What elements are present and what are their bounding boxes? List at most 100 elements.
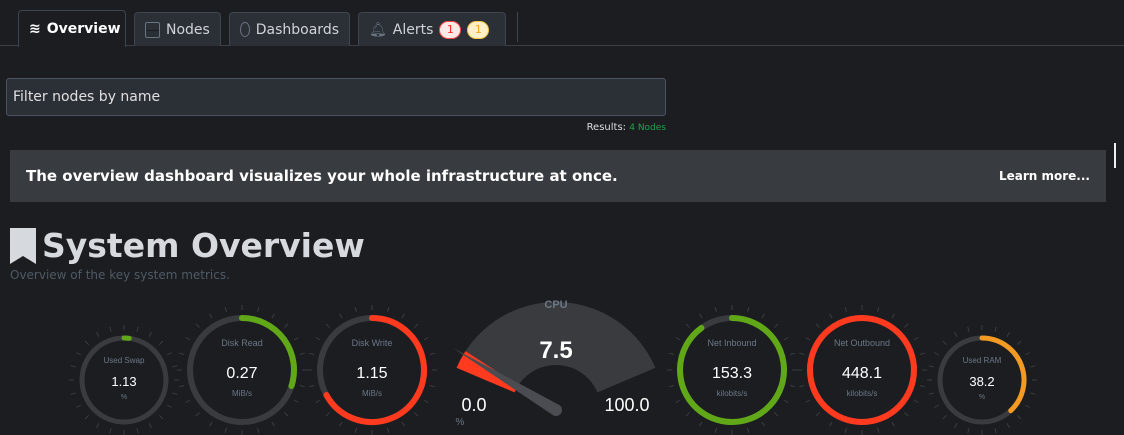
filter-nodes-input[interactable]: [6, 78, 666, 116]
gauge-used-swap: Used Swap 1.13%: [69, 325, 179, 435]
gauge-tick: [799, 352, 805, 355]
gauge-tick: [136, 428, 139, 434]
gauge-tick: [315, 399, 321, 403]
gauge-tick: [669, 352, 675, 355]
gauge-tick: [354, 427, 357, 433]
cpu-max: 100.0: [604, 395, 649, 415]
gauge-tick: [967, 326, 970, 332]
gauge-tick: [271, 313, 275, 319]
gauge-value: 448.1: [842, 365, 882, 382]
gauge-tick: [994, 326, 997, 332]
gauge-tick: [994, 428, 997, 434]
gauge-disk-read: Disk Read 0.27 MiB/s: [177, 305, 307, 435]
gauge-tick: [685, 323, 690, 328]
gauge-tick: [891, 313, 895, 319]
gauge-tick: [1025, 352, 1030, 356]
gauge-used-ram: Used RAM 38.2%: [927, 325, 1037, 435]
gauge-tick: [942, 340, 947, 345]
gauge-tick: [1006, 332, 1010, 337]
gauge-tick: [179, 385, 185, 388]
gauge-tick: [815, 412, 820, 417]
gauge-tick: [159, 340, 164, 345]
gauge-tick: [167, 404, 172, 408]
gauge-fill: [323, 315, 427, 425]
cpu-label: CPU: [544, 299, 567, 311]
gauge-tick: [954, 332, 958, 337]
gauge-tick: [339, 313, 343, 319]
gauge-tick: [913, 337, 919, 341]
gauge-tick: [257, 427, 260, 433]
gauge-tick: [1006, 423, 1010, 428]
gauge-tick: [414, 412, 419, 417]
gauge-tick: [172, 392, 178, 395]
gauge-tick: [669, 385, 675, 388]
critical-alert-badge[interactable]: 1: [439, 20, 462, 39]
gauge-tick: [76, 352, 81, 356]
tab-nodes[interactable]: Nodes: [134, 12, 221, 46]
gauge-tick: [928, 365, 934, 368]
gauge-label: Net Inbound: [707, 338, 756, 348]
gauge-tick: [954, 423, 958, 428]
gauge-tick: [714, 427, 717, 433]
gauge-tick: [429, 352, 435, 355]
gauge-tick: [325, 412, 330, 417]
gauge-tick: [783, 399, 789, 403]
scrollbar[interactable]: [1114, 143, 1116, 168]
gauge-tick: [109, 326, 112, 332]
gauge-tick: [877, 427, 880, 433]
gauge-tick: [699, 313, 703, 319]
gauge-tick: [96, 332, 100, 337]
gauge-tick: [747, 427, 750, 433]
gauge-tick: [195, 323, 200, 328]
gauge-net-inbound: Net Inbound 153.3 kilobits/s: [667, 305, 797, 435]
cpu-gauge-fill: [456, 351, 519, 393]
gauge-tick: [913, 399, 919, 403]
gauge-tick: [257, 307, 260, 313]
gauge-tick: [167, 352, 172, 356]
gauge-tick: [84, 340, 89, 345]
tab-dashboards[interactable]: Dashboards: [229, 12, 350, 46]
gauge-tick: [148, 423, 152, 428]
gauge-tick: [299, 385, 305, 388]
chart-area-icon: ≋: [29, 21, 41, 37]
tab-overview[interactable]: ≋ Overview: [18, 10, 126, 47]
warning-alert-badge[interactable]: 1: [467, 20, 490, 39]
gauge-tick: [109, 428, 112, 434]
gauge-net-outbound: Net Outbound 448.1 kilobits/s: [797, 305, 927, 435]
gauge-tick: [284, 323, 289, 328]
gauge-label: Used Swap: [104, 356, 145, 365]
banner-text: The overview dashboard visualizes your w…: [26, 167, 618, 185]
gauge-tick: [209, 313, 213, 319]
gauge-tick: [96, 423, 100, 428]
cpu-needle: [453, 348, 560, 416]
gauge-fill: [677, 315, 787, 425]
gauge-tick: [414, 323, 419, 328]
gauge-unit: kilobits/s: [717, 389, 748, 398]
gauge-tick: [967, 428, 970, 434]
tab-alerts[interactable]: 🔔︎ Alerts 1 1: [358, 12, 506, 46]
section-title: System Overview: [10, 226, 365, 265]
gauge-tick: [799, 385, 805, 388]
gauge-tick: [877, 307, 880, 313]
gauge-label: Disk Write: [352, 338, 393, 348]
gauge-unit: MiB/s: [232, 389, 252, 398]
gauge-tick: [339, 421, 343, 427]
cpu-value: 7.5: [539, 337, 572, 364]
gauge-tick: [309, 385, 315, 388]
gauge-tick: [284, 412, 289, 417]
gauge-tick: [387, 307, 390, 313]
gauge-tick: [919, 352, 925, 355]
gauge-tick: [761, 421, 765, 427]
gauge-tick: [293, 337, 299, 341]
gauge-tick: [685, 412, 690, 417]
learn-more-link[interactable]: Learn more...: [998, 169, 1090, 183]
gauge-tick: [84, 415, 89, 420]
gauge-label: Disk Read: [221, 338, 263, 348]
gauge-tick: [783, 337, 789, 341]
gauge-tick: [209, 421, 213, 427]
gauge-tick: [815, 323, 820, 328]
gauge-tick: [699, 421, 703, 427]
gauge-tick: [774, 412, 779, 417]
gauge-icon: [240, 22, 250, 37]
